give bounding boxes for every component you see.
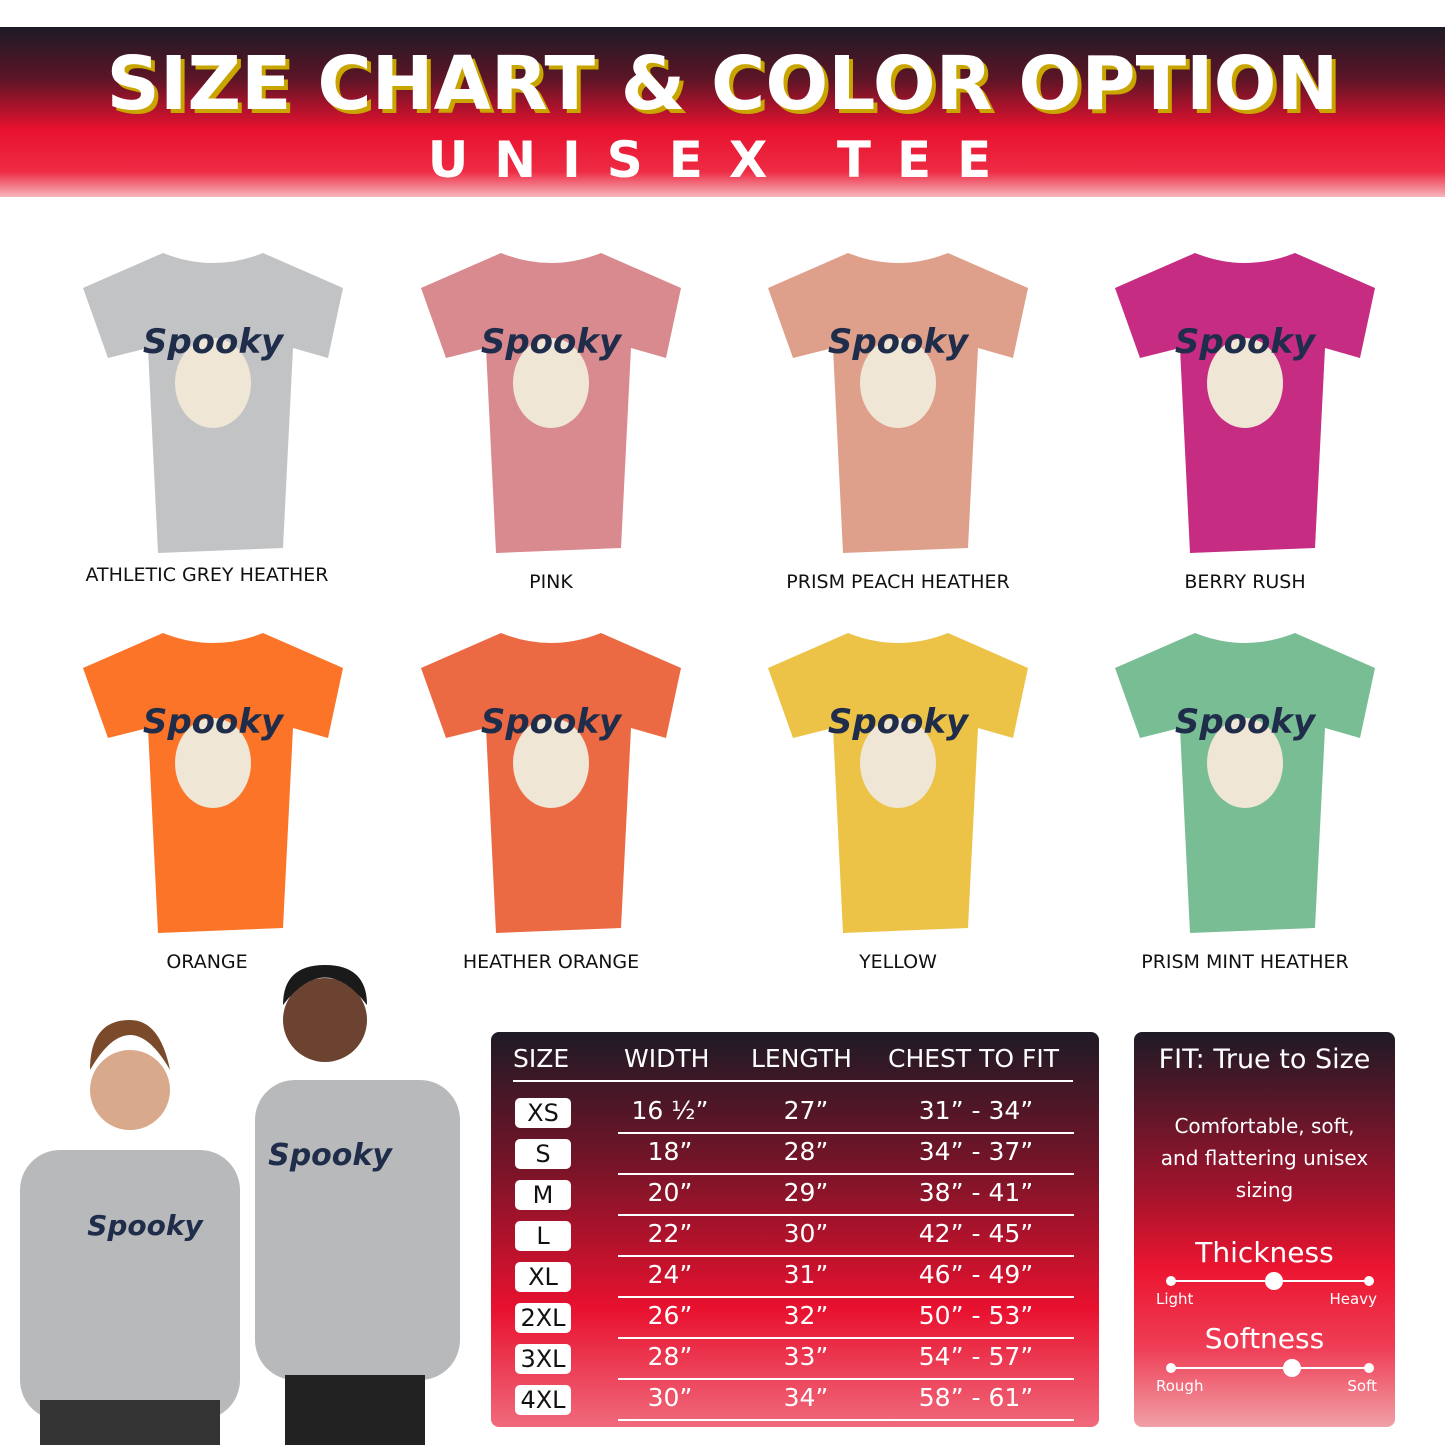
row-divider — [618, 1337, 1074, 1339]
tshirt-heather-orange: Spooky — [421, 633, 681, 933]
size-badge: S — [515, 1139, 571, 1169]
width-cell: 24” — [647, 1260, 693, 1289]
width-cell: 30” — [647, 1383, 693, 1412]
tshirt-prism-mint-heather: Spooky — [1115, 633, 1375, 933]
chest-cell: 58” - 61” — [918, 1383, 1034, 1412]
length-cell: 33” — [783, 1342, 829, 1371]
header-size: SIZE — [513, 1044, 570, 1073]
header-length: LENGTH — [751, 1044, 852, 1073]
page-title: SIZE CHART & COLOR OPTION — [106, 41, 1339, 127]
header-divider — [513, 1080, 1073, 1082]
color-label: PRISM MINT HEATHER — [1141, 951, 1349, 973]
design-text: Spooky — [481, 702, 623, 742]
design-text: Spooky — [143, 702, 285, 742]
design-text: Spooky — [87, 1209, 204, 1242]
length-cell: 27” — [783, 1096, 829, 1125]
table-row: 3XL 28” 33” 54” - 57” — [491, 1340, 1099, 1381]
design-text: Spooky — [828, 702, 970, 742]
color-label: YELLOW — [859, 951, 937, 973]
page-subtitle: UNISEX TEE — [427, 131, 1018, 189]
row-divider — [618, 1173, 1074, 1175]
chest-cell: 38” - 41” — [918, 1178, 1034, 1207]
chest-cell: 54” - 57” — [918, 1342, 1034, 1371]
color-label: ORANGE — [166, 951, 248, 973]
size-badge: L — [515, 1221, 571, 1251]
design-text: Spooky — [143, 322, 285, 362]
tshirt-athletic-grey-heather: Spooky — [83, 253, 343, 553]
design-text: Spooky — [1175, 322, 1317, 362]
design-text: Spooky — [481, 322, 623, 362]
softness-min: Rough — [1156, 1377, 1204, 1395]
chest-cell: 34” - 37” — [918, 1137, 1034, 1166]
width-cell: 28” — [647, 1342, 693, 1371]
chest-cell: 50” - 53” — [918, 1301, 1034, 1330]
header-chest: CHEST TO FIT — [888, 1044, 1060, 1073]
softness-max: Soft — [1347, 1377, 1377, 1395]
table-row: M 20” 29” 38” - 41” — [491, 1176, 1099, 1217]
fit-panel: FIT: True to Size Comfortable, soft, and… — [1134, 1032, 1395, 1427]
tshirt-yellow: Spooky — [768, 633, 1028, 933]
header-width: WIDTH — [624, 1044, 710, 1073]
size-badge: 2XL — [515, 1303, 571, 1333]
design-text: Spooky — [1175, 702, 1317, 742]
color-label: PINK — [529, 571, 573, 593]
thickness-label: Thickness — [1195, 1236, 1334, 1269]
length-cell: 32” — [783, 1301, 829, 1330]
fit-title: FIT: True to Size — [1158, 1044, 1371, 1075]
row-divider — [618, 1378, 1074, 1380]
width-cell: 16 ½” — [631, 1096, 709, 1125]
tshirt-pink: Spooky — [421, 253, 681, 553]
models-photo: Spooky Spooky — [20, 965, 460, 1445]
design-text: Spooky — [268, 1138, 393, 1173]
fit-description: Comfortable, soft, and flattering unisex… — [1160, 1114, 1369, 1202]
color-label: PRISM PEACH HEATHER — [786, 571, 1010, 593]
size-badge: 3XL — [515, 1344, 571, 1374]
length-cell: 28” — [783, 1137, 829, 1166]
row-divider — [618, 1214, 1074, 1216]
softness-label: Softness — [1204, 1322, 1325, 1355]
table-row: XL 24” 31” 46” - 49” — [491, 1258, 1099, 1299]
thickness-knob — [1265, 1272, 1283, 1290]
row-divider — [618, 1255, 1074, 1257]
chest-cell: 46” - 49” — [918, 1260, 1034, 1289]
size-badge: XL — [515, 1262, 571, 1292]
size-badge: XS — [515, 1098, 571, 1128]
color-label: HEATHER ORANGE — [462, 951, 640, 973]
header-banner: SIZE CHART & COLOR OPTION UNISEX TEE — [0, 27, 1445, 197]
chest-cell: 31” - 34” — [918, 1096, 1034, 1125]
thickness-max: Heavy — [1329, 1290, 1377, 1308]
thickness-min: Light — [1156, 1290, 1194, 1308]
length-cell: 30” — [783, 1219, 829, 1248]
length-cell: 29” — [783, 1178, 829, 1207]
table-row: 2XL 26” 32” 50” - 53” — [491, 1299, 1099, 1340]
size-badge: M — [515, 1180, 571, 1210]
thickness-slider — [1166, 1272, 1374, 1290]
color-label: BERRY RUSH — [1184, 571, 1306, 593]
width-cell: 20” — [647, 1178, 693, 1207]
tshirt-berry-rush: Spooky — [1115, 253, 1375, 553]
size-chart-table: SIZE WIDTH LENGTH CHEST TO FIT XS 16 ½” … — [491, 1032, 1099, 1427]
table-row: XS 16 ½” 27” 31” - 34” — [491, 1094, 1099, 1135]
table-row: L 22” 30” 42” - 45” — [491, 1217, 1099, 1258]
width-cell: 22” — [647, 1219, 693, 1248]
size-badge: 4XL — [515, 1385, 571, 1415]
chest-cell: 42” - 45” — [918, 1219, 1034, 1248]
table-row: S 18” 28” 34” - 37” — [491, 1135, 1099, 1176]
length-cell: 34” — [783, 1383, 829, 1412]
row-divider — [618, 1419, 1074, 1421]
row-divider — [618, 1296, 1074, 1298]
width-cell: 26” — [647, 1301, 693, 1330]
tshirt-orange: Spooky — [83, 633, 343, 933]
length-cell: 31” — [783, 1260, 829, 1289]
row-divider — [618, 1132, 1074, 1134]
table-row: 4XL 30” 34” 58” - 61” — [491, 1381, 1099, 1422]
tshirt-prism-peach-heather: Spooky — [768, 253, 1028, 553]
design-text: Spooky — [828, 322, 970, 362]
softness-slider — [1166, 1359, 1374, 1377]
color-label: ATHLETIC GREY HEATHER — [85, 564, 329, 586]
width-cell: 18” — [647, 1137, 693, 1166]
softness-knob — [1283, 1359, 1301, 1377]
